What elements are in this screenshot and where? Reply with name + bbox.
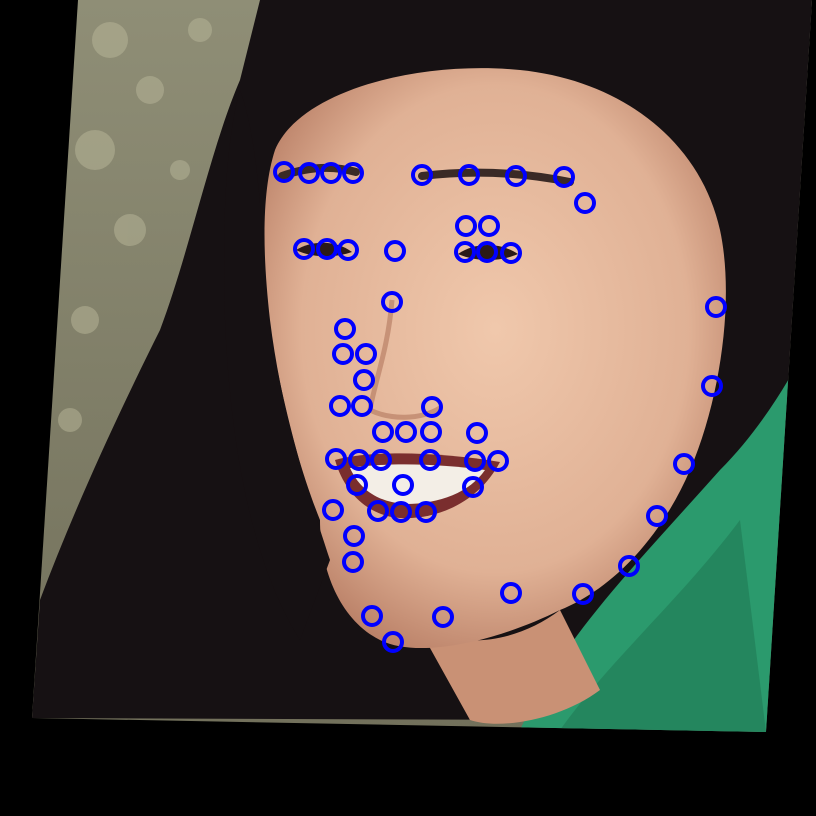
landmark-ring-40 [346, 474, 368, 496]
landmark-ring-11 [478, 215, 500, 237]
landmark-ring-18 [500, 242, 522, 264]
landmark-ring-54 [432, 606, 454, 628]
landmark-ring-36 [419, 449, 441, 471]
landmark-ring-10 [455, 215, 477, 237]
landmark-ring-35 [370, 449, 392, 471]
landmark-ring-16 [454, 241, 476, 263]
landmark-ring-42 [462, 476, 484, 498]
landmark-ring-49 [342, 551, 364, 573]
landmark-ring-1 [273, 161, 295, 183]
landmark-ring-52 [572, 583, 594, 605]
landmark-ring-15 [384, 240, 406, 262]
landmark-ring-48 [343, 525, 365, 547]
landmark-ring-23 [355, 343, 377, 365]
landmark-ring-19 [381, 291, 403, 313]
landmark-ring-7 [505, 165, 527, 187]
hair-strand-left [224, 90, 330, 640]
landmark-ring-20 [705, 296, 727, 318]
landmark-ring-32 [466, 422, 488, 444]
landmark-ring-39 [673, 453, 695, 475]
hoodie-shadow [560, 520, 766, 732]
landmark-ring-44 [367, 500, 389, 522]
landmark-ring-27 [351, 395, 373, 417]
landmark-ring-14 [337, 239, 359, 261]
landmark-ring-53 [361, 605, 383, 627]
landmark-ring-55 [382, 631, 404, 653]
landmark-ring-4 [342, 162, 364, 184]
landmark-markers [273, 161, 727, 653]
landmark-ring-30 [395, 421, 417, 443]
landmark-ring-41 [392, 474, 414, 496]
landmark-ring-31 [420, 421, 442, 443]
neck [420, 610, 600, 724]
landmark-ring-37 [464, 450, 486, 472]
landmark-ring-12 [293, 238, 315, 260]
landmark-ring-46 [415, 501, 437, 523]
landmark-ring-51 [500, 582, 522, 604]
landmark-ring-5 [411, 164, 433, 186]
landmark-ring-8 [553, 166, 575, 188]
landmark-ring-22 [332, 343, 354, 365]
landmark-ring-43 [322, 499, 344, 521]
landmark-ring-13 [316, 238, 338, 260]
landmark-ring-28 [421, 396, 443, 418]
landmark-ring-47 [646, 505, 668, 527]
landmark-ring-9 [574, 192, 596, 214]
rock-texture [58, 18, 212, 432]
landmark-ring-21 [334, 318, 356, 340]
landmark-ring-45 [390, 501, 412, 523]
landmark-ring-2 [298, 162, 320, 184]
right-eyebrow [418, 168, 574, 186]
landmark-ring-33 [325, 448, 347, 470]
landmark-ring-29 [372, 421, 394, 443]
landmark-ring-17 [476, 241, 498, 263]
landmark-ring-3 [320, 162, 342, 184]
landmark-ring-34 [348, 449, 370, 471]
landmark-ring-26 [329, 395, 351, 417]
landmark-ring-24 [353, 369, 375, 391]
landmark-ring-38 [487, 450, 509, 472]
landmark-ring-25 [701, 375, 723, 397]
landmark-ring-6 [458, 164, 480, 186]
landmark-ring-50 [618, 555, 640, 577]
teeth [350, 464, 485, 504]
